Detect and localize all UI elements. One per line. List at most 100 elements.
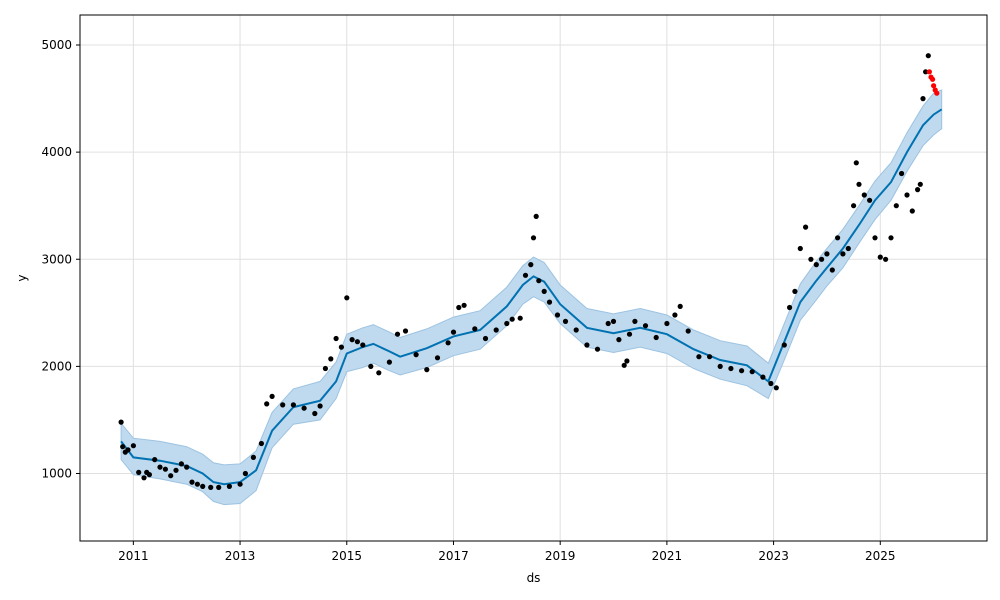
x-tick-label: 2019 <box>545 549 576 563</box>
x-tick-label: 2015 <box>331 549 362 563</box>
observed-point <box>915 187 921 193</box>
observed-point <box>368 363 374 369</box>
observed-point <box>456 304 462 311</box>
observed-point <box>208 484 214 490</box>
observed-point <box>157 464 163 470</box>
observed-point <box>664 320 670 327</box>
observed-point <box>517 315 523 321</box>
observed-point <box>819 256 825 262</box>
observed-point <box>152 457 158 463</box>
uncertainty-band <box>120 89 943 506</box>
observed-point <box>642 323 649 329</box>
observed-point <box>594 346 601 352</box>
y-axis-label: y <box>15 274 29 281</box>
observed-point <box>883 256 889 262</box>
observed-point <box>168 473 174 479</box>
observed-point <box>472 326 478 332</box>
observed-point <box>672 312 678 318</box>
observed-point <box>792 288 798 294</box>
observed-point <box>141 475 147 481</box>
observed-point <box>493 327 499 333</box>
observed-point <box>394 331 401 337</box>
observed-point <box>781 342 787 348</box>
observed-point <box>509 316 515 322</box>
observed-point <box>632 318 638 324</box>
y-tick-label: 3000 <box>41 252 72 266</box>
y-tick-label: 4000 <box>41 145 72 159</box>
observed-point <box>760 374 766 380</box>
observed-point <box>626 331 633 337</box>
observed-point <box>621 362 627 368</box>
observed-point <box>888 235 894 241</box>
x-tick-label: 2013 <box>225 549 256 563</box>
observed-point <box>528 262 534 268</box>
observed-point <box>333 335 339 342</box>
observed-point <box>584 342 590 348</box>
x-tick-label: 2023 <box>758 549 789 563</box>
observed-point <box>250 454 256 460</box>
observed-point <box>856 181 862 187</box>
x-axis-ticks: 2011 2013 2015 2017 2019 2021 2023 2025 <box>118 541 896 563</box>
observed-point <box>264 401 270 407</box>
observed-point <box>923 69 929 75</box>
observed-point <box>845 245 851 252</box>
y-tick-label: 2000 <box>41 359 72 373</box>
forecast-line <box>120 108 943 486</box>
observed-point <box>530 235 537 241</box>
observed-point <box>242 470 248 477</box>
observed-point <box>899 170 905 177</box>
observed-point <box>173 467 179 473</box>
observed-point <box>376 370 382 376</box>
observed-point <box>349 337 355 343</box>
observed-point <box>877 254 883 260</box>
observed-point <box>867 197 873 203</box>
observed-point <box>893 203 899 209</box>
observed-point <box>354 339 360 345</box>
observed-point <box>797 245 803 252</box>
observed-point <box>717 363 723 369</box>
observed-point <box>136 469 142 475</box>
observed-point <box>178 461 184 467</box>
observed-point <box>861 192 867 198</box>
observed-point <box>269 393 275 399</box>
observed-point <box>226 483 232 489</box>
forecast-trend-line <box>120 108 943 486</box>
observed-point <box>851 203 857 209</box>
y-tick-label: 1000 <box>41 467 72 481</box>
recent-actual-point <box>934 90 940 96</box>
observed-point <box>533 213 539 219</box>
observed-point <box>610 318 617 324</box>
observed-point <box>840 251 846 257</box>
observed-point <box>413 352 419 358</box>
observed-point <box>216 484 222 490</box>
observed-point <box>445 340 451 346</box>
y-axis-ticks: 1000 2000 3000 4000 5000 <box>41 38 80 481</box>
observed-point <box>909 208 915 214</box>
observed-point <box>522 272 529 278</box>
recent-actual-point <box>930 76 936 82</box>
observed-point <box>573 327 579 333</box>
observed-point <box>424 367 430 373</box>
x-tick-label: 2011 <box>118 549 149 563</box>
observed-point <box>773 385 779 391</box>
observed-point <box>434 355 441 361</box>
observed-point <box>562 318 569 324</box>
observed-point <box>536 278 542 284</box>
x-tick-label: 2017 <box>438 549 469 563</box>
observed-point <box>739 368 745 374</box>
observed-point <box>707 354 713 360</box>
observed-point <box>677 303 683 309</box>
observed-point <box>258 440 264 447</box>
observed-point <box>360 342 366 348</box>
observed-point <box>925 53 931 59</box>
observed-point <box>504 320 510 327</box>
observed-point <box>162 466 168 472</box>
observed-point <box>386 359 392 365</box>
observed-point <box>450 329 457 335</box>
observed-point <box>194 481 200 487</box>
observed-point <box>824 251 830 257</box>
observed-point <box>541 288 547 294</box>
observed-point <box>312 410 318 417</box>
observed-point <box>184 464 190 470</box>
